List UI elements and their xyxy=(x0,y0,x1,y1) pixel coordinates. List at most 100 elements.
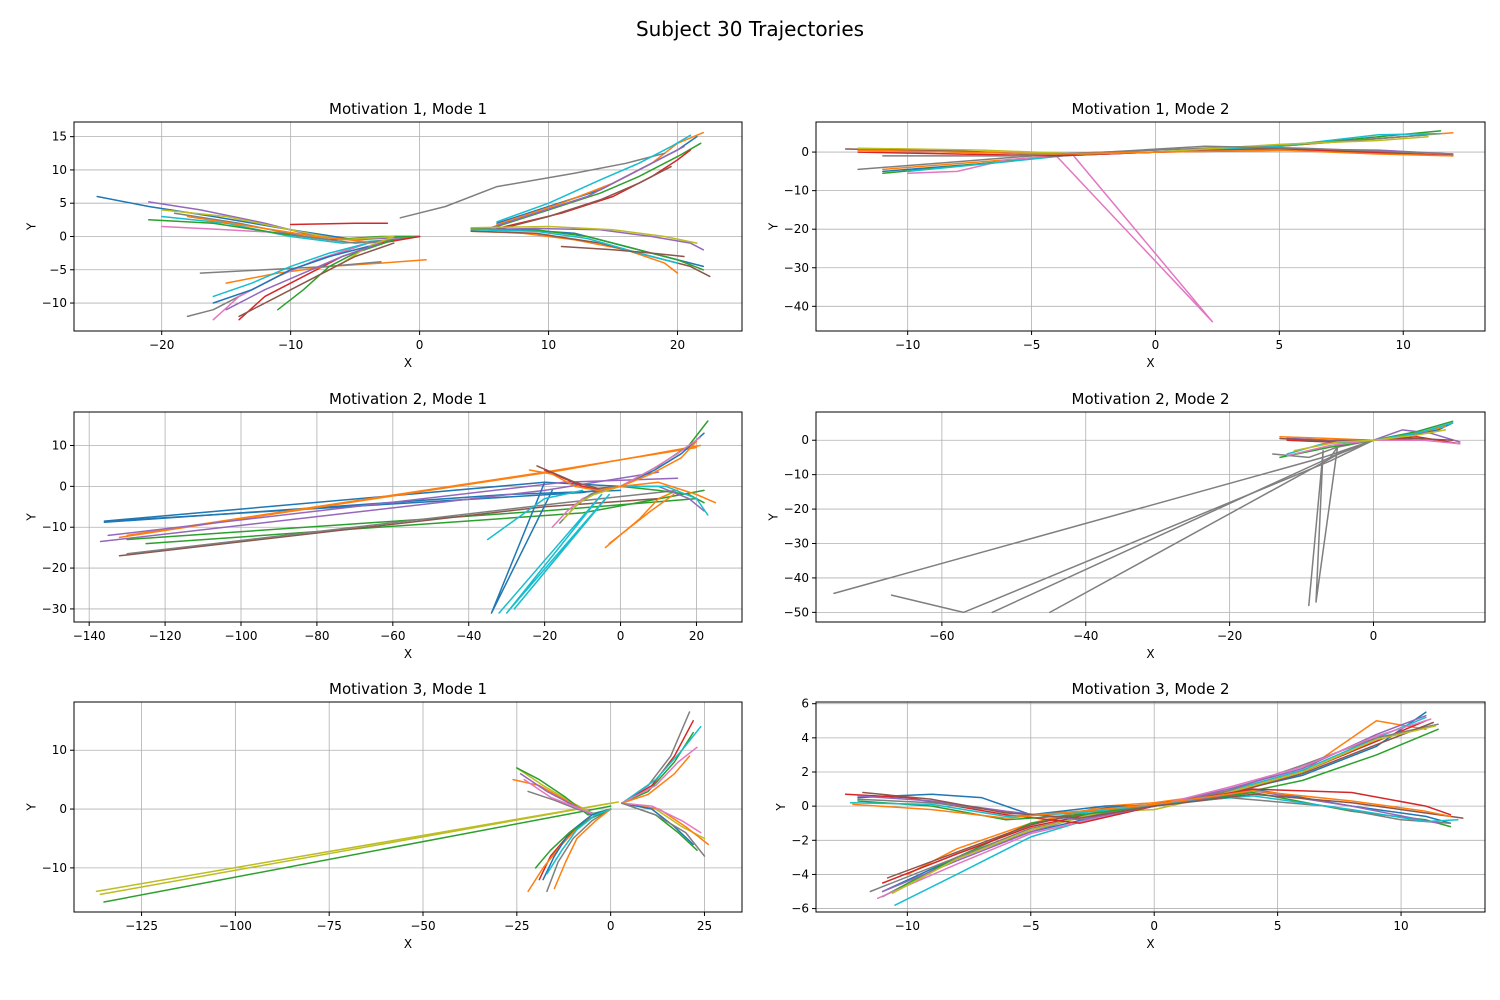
x-tick-label: 5 xyxy=(1274,919,1282,933)
trajectory-line-6 xyxy=(399,152,666,219)
trajectory-line-23 xyxy=(619,485,709,516)
y-tick-label: −40 xyxy=(784,299,809,313)
x-tick-label: −20 xyxy=(1217,629,1242,643)
x-tick-label: 5 xyxy=(1276,338,1284,352)
series-group xyxy=(96,131,711,321)
x-axis-label: X xyxy=(1146,647,1154,661)
trajectory-line-36 xyxy=(212,242,369,298)
trajectory-line-1 xyxy=(1055,155,1214,323)
subplot-6: −10 −5 0 5 10 −6 −4 −2 0 2 4 6 Motivation 3, Mode 2 X… xyxy=(774,680,1486,951)
trajectory-line-8 xyxy=(621,746,698,804)
x-tick-label: 20 xyxy=(689,629,704,643)
trajectory-line-13 xyxy=(498,493,610,614)
trajectory-line-12 xyxy=(490,481,553,614)
x-tick-label: −10 xyxy=(895,338,920,352)
trajectory-line-15 xyxy=(857,790,1439,824)
y-tick-label: −10 xyxy=(784,184,809,198)
y-tick-label: 6 xyxy=(801,697,809,711)
x-axis-label: X xyxy=(1146,356,1154,370)
y-tick-label: −5 xyxy=(49,263,67,277)
trajectory-line-15 xyxy=(1293,429,1447,452)
x-tick-label: 0 xyxy=(416,338,424,352)
trajectory-line-29 xyxy=(562,485,622,520)
y-tick-label: −10 xyxy=(784,468,809,482)
trajectory-line-15 xyxy=(470,229,679,264)
x-tick-label: −10 xyxy=(895,919,920,933)
x-tick-label: −40 xyxy=(456,629,481,643)
y-tick-label: −10 xyxy=(42,861,67,875)
trajectory-line-33 xyxy=(212,245,369,304)
trajectory-line-27 xyxy=(238,235,421,321)
series-group xyxy=(844,130,1454,323)
subplot-1: −20 −10 0 10 20 −10 −5 0 5 10 15 Motivation 1, Mode… xyxy=(25,100,743,370)
trajectory-line-14 xyxy=(486,489,584,541)
y-tick-label: 0 xyxy=(801,145,809,159)
trajectory-line-24 xyxy=(173,212,408,244)
plot-frame xyxy=(73,411,743,623)
trajectory-line-24 xyxy=(619,481,717,504)
trajectory-line-31 xyxy=(277,239,395,311)
trajectory-line-1 xyxy=(833,439,1375,595)
trajectory-line-15 xyxy=(621,802,706,857)
trajectory-line-7 xyxy=(621,725,702,804)
x-axis-label: X xyxy=(1146,937,1154,951)
trajectory-line-25 xyxy=(186,215,369,243)
x-tick-label: −60 xyxy=(380,629,405,643)
y-tick-label: 4 xyxy=(801,731,809,745)
y-tick-label: −30 xyxy=(42,602,67,616)
x-tick-label: 10 xyxy=(541,338,556,352)
y-tick-label: 0 xyxy=(59,479,67,493)
y-tick-label: 10 xyxy=(52,163,67,177)
trajectory-line-24 xyxy=(546,808,612,893)
x-tick-label: −10 xyxy=(278,338,303,352)
grid xyxy=(816,412,1485,622)
x-tick-label: 0 xyxy=(1152,338,1160,352)
subplot-title: Motivation 1, Mode 2 xyxy=(1072,100,1230,118)
y-tick-label: −50 xyxy=(784,605,809,619)
y-tick-label: −30 xyxy=(784,261,809,275)
x-axis-label: X xyxy=(404,356,412,370)
trajectory-line-2 xyxy=(99,801,619,896)
trajectory-line-13 xyxy=(621,802,694,846)
trajectory-line-12 xyxy=(470,227,705,251)
x-tick-label: −60 xyxy=(929,629,954,643)
subplot-title: Motivation 2, Mode 1 xyxy=(329,390,487,408)
y-tick-label: −6 xyxy=(791,902,809,916)
y-tick-label: 0 xyxy=(801,433,809,447)
series-group xyxy=(95,711,709,903)
plot-frame xyxy=(815,411,1486,623)
subplot-title: Motivation 3, Mode 2 xyxy=(1072,680,1230,698)
y-tick-label: 10 xyxy=(52,743,67,757)
trajectory-line-28 xyxy=(546,808,612,875)
trajectory-line-30 xyxy=(528,469,622,492)
trajectory-line-7 xyxy=(107,477,679,537)
subplot-title: Motivation 1, Mode 1 xyxy=(329,100,487,118)
trajectory-line-25 xyxy=(542,808,612,881)
subplot-title: Motivation 2, Mode 2 xyxy=(1072,390,1230,408)
trajectory-line-5 xyxy=(857,133,1429,171)
y-tick-label: 15 xyxy=(52,130,67,144)
x-tick-label: −100 xyxy=(219,919,252,933)
x-tick-label: −40 xyxy=(1073,629,1098,643)
x-tick-label: −125 xyxy=(125,919,158,933)
trajectory-line-10 xyxy=(1286,429,1461,443)
figure-title: Subject 30 Trajectories xyxy=(636,17,864,41)
trajectory-line-20 xyxy=(619,440,698,488)
y-axis-label: Y xyxy=(25,803,39,812)
trajectory-line-5 xyxy=(621,720,694,804)
trajectory-line-18 xyxy=(852,790,1452,819)
trajectory-line-27 xyxy=(553,808,612,890)
x-tick-label: 20 xyxy=(670,338,685,352)
trajectory-line-14 xyxy=(470,225,698,244)
y-tick-label: −20 xyxy=(784,222,809,236)
grid xyxy=(74,122,742,331)
trajectory-line-12 xyxy=(882,145,1454,157)
y-tick-label: 0 xyxy=(59,802,67,816)
plot-frame xyxy=(815,121,1486,332)
y-tick-label: −30 xyxy=(784,537,809,551)
x-axis-label: X xyxy=(404,937,412,951)
trajectory-line-10 xyxy=(891,725,1437,894)
